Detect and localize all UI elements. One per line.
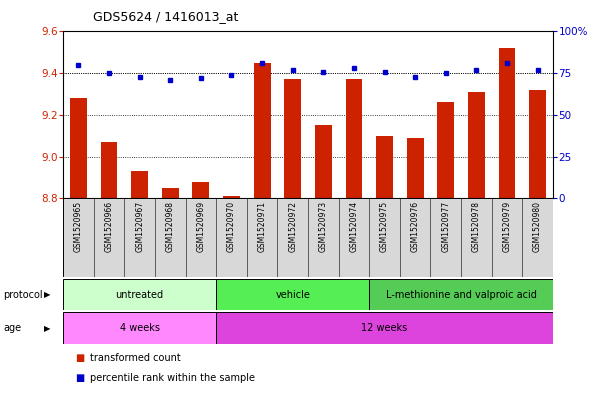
Bar [216,312,553,344]
Text: GDS5624 / 1416013_at: GDS5624 / 1416013_at [93,10,239,23]
Bar [376,136,393,198]
Text: GSM1520970: GSM1520970 [227,201,236,252]
Text: age: age [3,323,21,333]
Bar [529,90,546,198]
Bar [63,279,216,310]
Bar [192,182,209,198]
Text: percentile rank within the sample: percentile rank within the sample [90,373,255,383]
Bar [223,196,240,198]
Text: ■: ■ [75,353,84,364]
Bar [499,48,516,198]
Bar [63,312,216,344]
Text: 4 weeks: 4 weeks [120,323,160,333]
Bar [100,142,117,198]
Bar [216,279,369,310]
Bar [407,138,424,198]
Text: GSM1520976: GSM1520976 [410,201,419,252]
Text: 12 weeks: 12 weeks [361,323,407,333]
Text: GSM1520966: GSM1520966 [105,201,114,252]
Text: L-methionine and valproic acid: L-methionine and valproic acid [386,290,537,300]
Text: GSM1520977: GSM1520977 [441,201,450,252]
Text: transformed count: transformed count [90,353,181,364]
Text: vehicle: vehicle [275,290,310,300]
Bar [346,79,362,198]
Text: ▶: ▶ [44,324,50,332]
Text: GSM1520965: GSM1520965 [74,201,83,252]
Text: GSM1520980: GSM1520980 [533,201,542,252]
Text: untreated: untreated [115,290,163,300]
Text: GSM1520974: GSM1520974 [349,201,358,252]
Bar [162,188,178,198]
Bar [63,198,553,277]
Text: GSM1520973: GSM1520973 [319,201,328,252]
Text: GSM1520968: GSM1520968 [166,201,175,252]
Bar [438,103,454,198]
Bar [254,63,270,198]
Text: GSM1520979: GSM1520979 [502,201,511,252]
Text: GSM1520971: GSM1520971 [258,201,267,252]
Text: ■: ■ [75,373,84,383]
Bar [468,92,485,198]
Text: protocol: protocol [3,290,43,300]
Bar [369,279,553,310]
Bar [284,79,301,198]
Bar [131,171,148,198]
Text: GSM1520972: GSM1520972 [288,201,297,252]
Bar [70,98,87,198]
Text: GSM1520969: GSM1520969 [197,201,206,252]
Bar [315,125,332,198]
Text: GSM1520975: GSM1520975 [380,201,389,252]
Text: GSM1520978: GSM1520978 [472,201,481,252]
Text: GSM1520967: GSM1520967 [135,201,144,252]
Text: ▶: ▶ [44,290,50,299]
